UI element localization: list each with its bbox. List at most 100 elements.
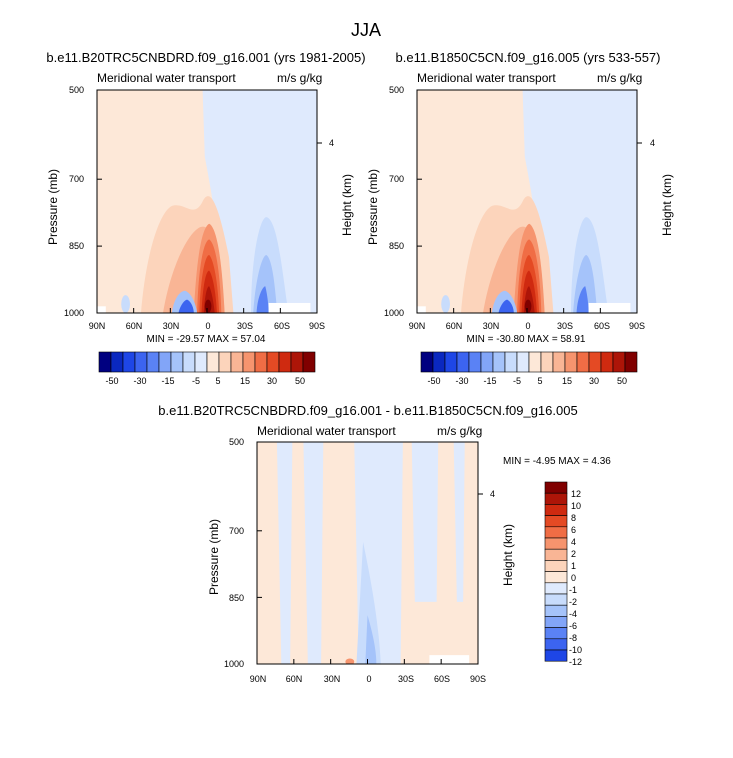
field-region [365,615,377,664]
colorbar2-box [528,351,542,373]
colorbar3-label: 2 [571,549,577,559]
field-region [256,286,269,313]
colorbar2-label: -30 [455,376,469,386]
panel3-title: b.e11.B20TRC5CNBDRD.f09_g16.001 - b.e11.… [158,403,578,418]
field-region [441,295,450,313]
panel2-ytick: 1000 [384,308,405,318]
panel2-xtick: 90N [408,321,426,331]
colorbar3-box [544,627,568,640]
colorbar2-label: -50 [427,376,441,386]
panel3-ytick: 850 [229,593,245,603]
colorbar3-box [544,492,568,505]
panel2-ytick: 700 [389,174,405,184]
colorbar2-label: 15 [561,376,573,386]
panel2-variable-label: Meridional water transport [417,71,556,85]
panel1-xtick: 60S [273,321,291,331]
colorbar2-box [516,351,530,373]
panel2-ytick: 850 [389,241,405,251]
colorbar1-box [254,351,268,373]
field-region [522,90,637,313]
panel1-xtick: 30N [162,321,180,331]
colorbar3-label: -8 [569,633,578,643]
colorbar3-box [544,560,568,572]
panel2-units-label: m/s g/kg [597,71,643,85]
panel3-xtick: 90S [469,674,487,684]
topography-mask [588,302,631,313]
colorbar2-label: 5 [537,376,543,386]
colorbar2-label: -5 [512,376,522,386]
colorbar3-label: 10 [571,501,582,511]
colorbar2-box [420,351,434,373]
topography-mask [429,655,470,664]
panel2-ytick: 500 [389,85,405,95]
colorbar3-label: -12 [569,657,583,667]
panel1-xtick: 90S [308,321,326,331]
colorbar1-box [158,351,172,373]
colorbar3-label: -4 [569,609,578,619]
colorbar1-box [170,351,184,373]
colorbar3-label: 6 [571,525,577,535]
colorbar1-label: 5 [215,376,221,386]
field-region [498,299,514,313]
panel2-min-max: MIN = -30.80 MAX = 58.91 [466,334,586,345]
panel1-y2tick: 4 [329,138,335,148]
panel2-xtick: 30N [482,321,500,331]
colorbar3-box [544,526,568,539]
panel3-field [257,442,478,664]
field-region [345,658,355,664]
field-region [402,601,478,664]
field-region [321,442,359,664]
colorbar2-box [600,351,614,373]
panel3-xtick: 30N [323,674,341,684]
colorbar2-box [588,351,602,373]
colorbar3-box [544,649,568,662]
colorbar1-box [230,351,244,373]
colorbar1-box [242,351,256,373]
panel3-units-label: m/s g/kg [437,424,483,438]
topography-mask [417,306,426,313]
main-title: JJA [350,20,382,40]
colorbar1-box [266,351,280,373]
panel2-y2tick: 4 [650,138,656,148]
colorbar1-label: 15 [239,376,251,386]
panel3-ytick: 1000 [224,659,245,669]
colorbar2-box [612,351,626,373]
colorbar1-box [122,351,136,373]
colorbar1-box [182,351,196,373]
colorbar1-box [110,351,124,373]
panel3-xtick: 60S [433,674,451,684]
panel2-xtick: 60N [445,321,463,331]
colorbar1-box [194,351,208,373]
colorbar2-box [540,351,554,373]
topography-mask [97,306,106,313]
colorbar2-box [492,351,506,373]
field-region [121,295,130,313]
panel2-xtick: 90S [628,321,646,331]
colorbar1-box [302,351,316,373]
colorbar3-label: 8 [571,513,577,523]
colorbar2-box [432,351,446,373]
colorbar2-label: 50 [616,376,628,386]
panel2-xtick: 60S [593,321,611,331]
panel1-ytick: 850 [69,241,85,251]
colorbar1-box [206,351,220,373]
panel3-xtick: 0 [366,674,372,684]
colorbar3-label: -1 [569,585,578,595]
colorbar3-label: -2 [569,597,578,607]
field-region [178,299,194,313]
colorbar2-box [468,351,482,373]
panel1-xtick: 0 [205,321,211,331]
colorbar3-box [544,571,568,584]
panel2-xtick: 0 [525,321,531,331]
colorbar1-label: -5 [191,376,201,386]
panel2-xtick: 30S [556,321,574,331]
colorbar2-box [456,351,470,373]
panel1-units-label: m/s g/kg [277,71,323,85]
panel2-title: b.e11.B1850C5CN.f09_g16.005 (yrs 533-557… [395,50,661,65]
colorbar3-label: -6 [569,621,578,631]
colorbar2-box [504,351,518,373]
colorbar1-box [290,351,304,373]
colorbar2-box [624,351,638,373]
colorbar1-label: 30 [266,376,278,386]
panel1-title: b.e11.B20TRC5CNBDRD.f09_g16.001 (yrs 198… [46,50,366,65]
